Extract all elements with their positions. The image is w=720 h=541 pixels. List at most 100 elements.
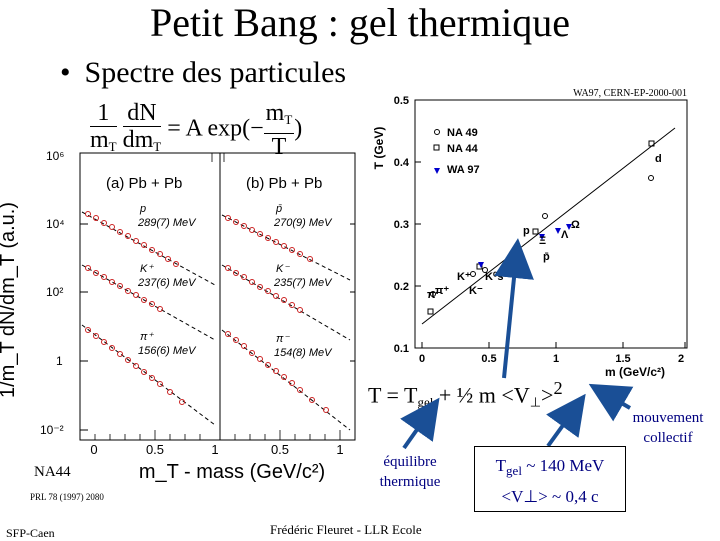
xtick-label: 1 bbox=[211, 442, 218, 457]
eq-rhs: + ½ m <V bbox=[433, 382, 530, 408]
arrow-to-result-icon bbox=[546, 393, 586, 448]
curve-label: 289(7) MeV bbox=[137, 217, 197, 229]
result-t: T bbox=[495, 456, 507, 475]
spectrum-points bbox=[85, 211, 329, 413]
fraction-1: 1 mT bbox=[90, 100, 117, 160]
right-y-tick-labels: 0.5 0.4 0.3 0.2 0.1 bbox=[394, 95, 410, 355]
panel-b-frame bbox=[219, 152, 356, 441]
particle-label: p̄ bbox=[543, 251, 550, 263]
curve-label: p bbox=[139, 203, 146, 215]
eq-sup: 2 bbox=[553, 378, 563, 398]
ytick-label: 0.5 bbox=[394, 95, 409, 107]
footer-left: SFP-Caen bbox=[6, 526, 55, 540]
spectrum-formula: 1 mT dN dmT = A exp(− mT T ) bbox=[90, 100, 302, 160]
page-title: Petit Bang : gel thermique bbox=[150, 0, 570, 45]
note-line: mouvement bbox=[632, 410, 704, 426]
ytick-label: 10² bbox=[46, 285, 63, 299]
f3-num-sub: T bbox=[284, 112, 293, 127]
xtick-label: 1 bbox=[553, 353, 559, 365]
bullet-dot-icon: • bbox=[60, 56, 71, 89]
formula-middle: = A exp(− bbox=[167, 115, 264, 142]
fraction-2-numerator: dN bbox=[122, 100, 162, 127]
arrow-to-slope-icon bbox=[494, 238, 534, 379]
result-sub: gel bbox=[506, 463, 522, 478]
arrow-to-flow-icon bbox=[588, 383, 634, 422]
right-y-axis-label: T (GeV) bbox=[372, 127, 386, 170]
wa97-reference: WA97, CERN-EP-2000-001 bbox=[573, 88, 687, 99]
formula-end: ) bbox=[294, 115, 303, 142]
curve-label: 156(6) MeV bbox=[138, 345, 197, 357]
collective-flow-note: mouvement collectif bbox=[622, 408, 714, 448]
particle-label: K⁻ bbox=[469, 285, 483, 297]
xtick-label: 2 bbox=[678, 353, 684, 365]
experiment-label: NA44 bbox=[34, 464, 71, 480]
curve-label: 154(8) MeV bbox=[274, 347, 333, 359]
xtick-label: 0.5 bbox=[146, 442, 164, 457]
right-x-tick-labels: 0 0.5 1 1.5 2 bbox=[419, 353, 684, 365]
ytick-label: 10⁻² bbox=[40, 423, 64, 437]
curve-label: 237(6) MeV bbox=[137, 277, 197, 289]
xtick-label: 0 bbox=[419, 353, 425, 365]
mt-spectrum-figure: 1/m_T dN/dm_T (a.u.) m_T - mass (GeV/c²)… bbox=[0, 149, 356, 483]
wa97-points bbox=[478, 224, 572, 268]
particle-label: Ξ bbox=[539, 235, 546, 247]
curve-label: π⁺ bbox=[140, 331, 154, 343]
fraction-2-denominator: dmT bbox=[123, 127, 162, 160]
f3-num-text: m bbox=[265, 100, 285, 126]
note-line: collectif bbox=[643, 430, 693, 446]
particle-label: d bbox=[655, 153, 662, 165]
xtick-label: 1.5 bbox=[615, 353, 630, 365]
left-y-axis-label: 1/m_T dN/dm_T (a.u.) bbox=[0, 202, 19, 398]
particle-label: π⁺ bbox=[435, 285, 449, 297]
panel-b-title: (b) Pb + Pb bbox=[246, 175, 322, 192]
footer-center: Frédéric Fleuret - LLR Ecole bbox=[270, 522, 422, 537]
arrow-to-tgel-icon bbox=[400, 397, 440, 450]
f2-den-text: dm bbox=[122, 127, 154, 153]
ytick-label: 10⁶ bbox=[46, 149, 64, 163]
panel-a-labels: p 289(7) MeV K⁺ 237(6) MeV π⁺ 156(6) MeV bbox=[137, 203, 197, 357]
result-line-1: Tgel ~ 140 MeV bbox=[475, 453, 625, 484]
ytick-label: 0.1 bbox=[394, 343, 409, 355]
fraction-1-denominator: mT bbox=[90, 127, 117, 160]
y-ticks bbox=[80, 152, 355, 431]
curve-label: K⁻ bbox=[276, 263, 290, 275]
panel-a-title: (a) Pb + Pb bbox=[106, 175, 182, 192]
x-minor-ticks bbox=[94, 153, 341, 440]
curve-label: 235(7) MeV bbox=[273, 277, 333, 289]
thermal-equilibrium-note: équilibre thermique bbox=[360, 452, 460, 492]
bullet-text: Spectre des particules bbox=[84, 56, 347, 89]
linear-fit-line bbox=[421, 127, 676, 325]
f1-den-text: m bbox=[90, 127, 109, 153]
ytick-label: 0.2 bbox=[394, 281, 409, 293]
panel-b-labels: p̄ 270(9) MeV K⁻ 235(7) MeV π⁻ 154(8) Me… bbox=[273, 203, 333, 359]
ytick-label: 0.3 bbox=[394, 219, 409, 231]
legend-label: NA 49 bbox=[447, 127, 478, 139]
particle-label: K⁺ bbox=[457, 271, 471, 283]
xtick-label: 0.5 bbox=[481, 353, 496, 365]
particle-label: Ω bbox=[571, 219, 580, 231]
fraction-3-numerator: mT bbox=[263, 100, 295, 134]
left-x-axis-label: m_T - mass (GeV/c²) bbox=[139, 461, 325, 483]
f2-den-sub: T bbox=[153, 139, 162, 154]
legend-wa97-marker bbox=[434, 168, 440, 174]
right-x-axis-label: m (GeV/c²) bbox=[605, 365, 665, 379]
na49-points bbox=[430, 175, 654, 297]
f1-den-sub: T bbox=[108, 139, 117, 154]
particle-label: Λ bbox=[561, 229, 569, 241]
curve-label: K⁺ bbox=[140, 263, 154, 275]
result-line-2: <V⊥> ~ 0,4 c bbox=[501, 487, 599, 506]
eq-perp: ⊥ bbox=[529, 394, 542, 410]
ytick-label: 10⁴ bbox=[46, 217, 65, 231]
fraction-2: dN dmT bbox=[122, 100, 162, 160]
legend-label: NA 44 bbox=[447, 143, 479, 155]
temperature-vs-mass-figure: WA97, CERN-EP-2000-001 NA 49 NA 44 WA 97… bbox=[372, 88, 688, 379]
legend bbox=[433, 129, 440, 151]
result-value: ~ 140 MeV bbox=[521, 456, 605, 475]
curve-label: 270(9) MeV bbox=[273, 217, 333, 229]
curve-label: p̄ bbox=[275, 203, 282, 215]
xtick-label: 1 bbox=[336, 442, 343, 457]
reference-citation: PRL 78 (1997) 2080 bbox=[30, 492, 104, 502]
legend-label: WA 97 bbox=[447, 164, 480, 176]
xtick-label: 0.5 bbox=[271, 442, 289, 457]
